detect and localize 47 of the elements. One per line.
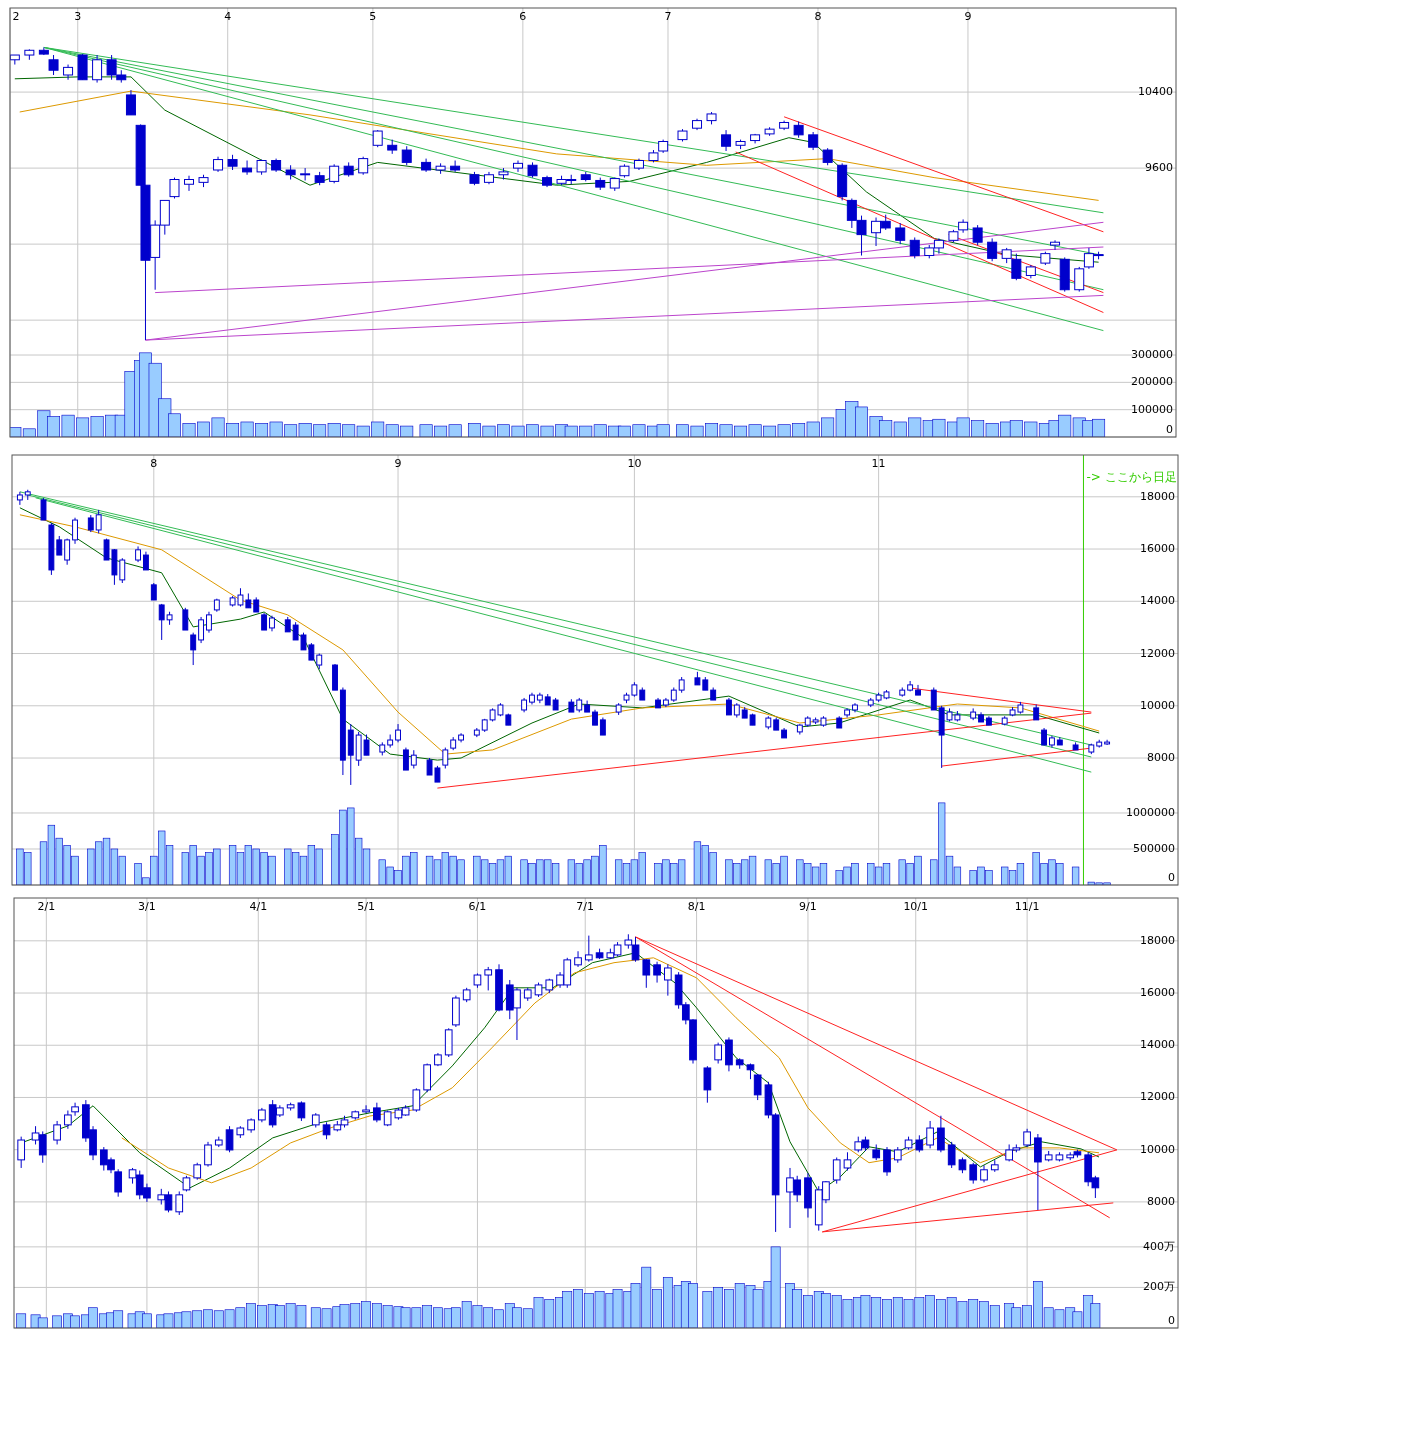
x-tick-label: 9 (964, 10, 972, 23)
y-tick-label: 12000 (1140, 1090, 1175, 1104)
x-tick-label: 6/1 (468, 900, 487, 913)
y-tick-label: 12000 (1140, 646, 1175, 660)
y-tick-label: 10000 (1140, 1142, 1175, 1156)
x-tick-label: 9 (394, 457, 402, 470)
x-tick-label: 4 (224, 10, 232, 23)
x-tick-label: 11 (871, 457, 886, 470)
y-tick-label: 9600 (1145, 161, 1173, 175)
ref-line-label: -> ここから日足 (1086, 470, 1177, 484)
y2-tick-label: 200万 (1143, 1280, 1175, 1294)
x-tick-label: 7 (664, 10, 672, 23)
y-tick-label: 10400 (1138, 85, 1173, 99)
y2-tick-label: 100000 (1131, 402, 1173, 416)
y2-tick-label: 200000 (1131, 375, 1173, 389)
y-tick-label: 18000 (1140, 489, 1175, 503)
x-tick-label: 9/1 (799, 900, 817, 913)
x-tick-label: 8 (814, 10, 822, 23)
x-tick-label: 3/1 (138, 900, 156, 913)
x-tick-label: 3 (74, 10, 82, 23)
y-tick-label: 16000 (1140, 542, 1175, 556)
x-tick-label: 4/1 (249, 900, 268, 913)
x-tick-label: 7/1 (576, 900, 595, 913)
x-tick-label: 5 (369, 10, 377, 23)
y2-tick-label: 400万 (1143, 1239, 1175, 1253)
y2-tick-label: 1000000 (1126, 805, 1175, 819)
y2-tick-label: 0 (1168, 1314, 1175, 1327)
y-tick-label: 8000 (1147, 751, 1175, 765)
x-tick-label: 10/1 (903, 900, 929, 913)
x-tick-label: 2/1 (37, 900, 56, 913)
y-tick-label: 18000 (1140, 933, 1175, 947)
y2-tick-label: 500000 (1133, 841, 1175, 855)
x-tick-label: 5/1 (357, 900, 375, 913)
y2-tick-label: 300000 (1131, 348, 1173, 362)
y2-tick-label: 0 (1168, 871, 1175, 884)
x-tick-label: 2 (12, 10, 20, 23)
y-tick-label: 14000 (1140, 594, 1175, 608)
y-tick-label: 8000 (1147, 1194, 1175, 1208)
x-tick-label: 6 (519, 10, 527, 23)
x-tick-label: 8/1 (687, 900, 706, 913)
x-tick-label: 8 (150, 457, 158, 470)
y-tick-label: 14000 (1140, 1038, 1175, 1052)
x-tick-label: 11/1 (1014, 900, 1040, 913)
y2-tick-label: 0 (1166, 423, 1173, 436)
y-tick-label: 10000 (1140, 698, 1175, 712)
x-tick-label: 10 (627, 457, 642, 470)
y-tick-label: 16000 (1140, 986, 1175, 1000)
